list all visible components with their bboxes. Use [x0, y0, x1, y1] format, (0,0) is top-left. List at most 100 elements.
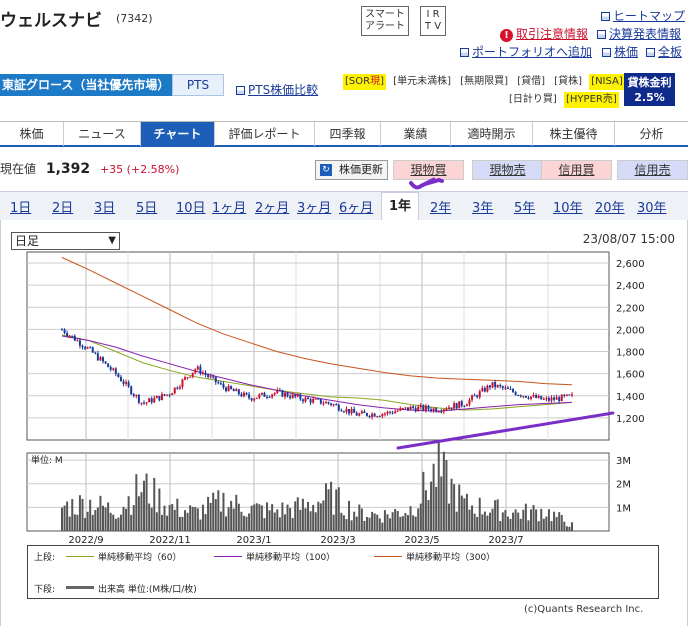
period-6m[interactable]: 6ヶ月	[339, 201, 374, 216]
candle-body	[437, 411, 440, 413]
period-5y[interactable]: 5年	[514, 201, 536, 216]
period-10y[interactable]: 10年	[553, 201, 583, 216]
candle-body	[386, 411, 389, 414]
tab-analysis[interactable]: 分析	[639, 127, 664, 141]
period-10d[interactable]: 10日	[176, 201, 206, 216]
tab-gyoseki[interactable]: 業績	[381, 122, 451, 146]
volume-bar	[337, 487, 340, 531]
candle-body	[214, 376, 217, 383]
volume-bar	[296, 497, 299, 531]
irtv-line2: T V	[424, 21, 442, 32]
tab-report[interactable]: 評価レポート	[215, 122, 315, 146]
tag-kashikabu: [貸株]	[554, 76, 582, 87]
period-2y[interactable]: 2年	[430, 201, 452, 216]
interval-select[interactable]: 日足 ▼	[11, 232, 120, 250]
candle-body	[522, 395, 525, 397]
period-2m[interactable]: 2ヶ月	[255, 201, 290, 216]
volume-bar	[153, 477, 156, 531]
volume-bar	[191, 506, 194, 531]
candle-body	[263, 392, 266, 397]
tab-chart[interactable]: チャート	[141, 122, 215, 146]
period-1y[interactable]: 1年	[381, 192, 419, 220]
candle-body	[568, 394, 571, 396]
volume-bar	[376, 514, 379, 531]
pen-mark	[409, 177, 444, 190]
candle-body	[430, 409, 433, 411]
earnings-info-link-label: 決算発表情報	[609, 27, 682, 41]
candle-body	[153, 398, 156, 403]
candle-body	[299, 394, 302, 400]
candle-body	[319, 398, 322, 404]
kabuka-link[interactable]: 株価	[602, 43, 638, 60]
candle-body	[519, 395, 522, 397]
refresh-price-button[interactable]: ↻ 株価更新	[315, 160, 388, 180]
period-2d[interactable]: 2日	[52, 201, 74, 216]
current-price-value: 1,392	[45, 161, 91, 177]
zenban-link[interactable]: 全板	[646, 43, 682, 60]
volume-bar	[442, 451, 445, 531]
volume-bar	[496, 499, 499, 531]
pts-compare-link[interactable]: PTS株価比較	[236, 81, 318, 98]
smart-alert-line2: アラート	[365, 21, 405, 32]
spot-buy-button[interactable]: 現物買	[393, 160, 464, 180]
market-tab-active[interactable]: 東証グロース（当社優先市場）	[0, 74, 172, 96]
volume-bar	[437, 441, 440, 531]
portfolio-add-link[interactable]: ポートフォリオへ追加	[460, 43, 592, 60]
heatmap-link[interactable]: ヒートマップ	[601, 7, 685, 24]
volume-bar	[412, 515, 415, 531]
tab-kabuka[interactable]: 株価	[0, 122, 64, 146]
volume-bar	[394, 508, 397, 531]
candle-body	[137, 395, 140, 403]
volume-bar	[114, 518, 117, 531]
volume-bar	[158, 488, 161, 531]
tag-odd-lot: [単元未満株]	[393, 76, 451, 87]
chart-legend: 上段: 単純移動平均（60） 単純移動平均（100） 単純移動平均（300） 下…	[27, 545, 659, 599]
volume-bar	[125, 508, 128, 531]
candle-body	[571, 394, 573, 396]
volume-bar	[553, 511, 556, 531]
volume-bar	[414, 516, 417, 531]
candle-body	[286, 392, 289, 397]
volume-bar	[560, 515, 563, 531]
volume-bar	[291, 518, 294, 531]
candle-body	[563, 394, 566, 396]
period-3d[interactable]: 3日	[94, 201, 116, 216]
candle-body	[242, 392, 245, 397]
pts-tab[interactable]: PTS	[172, 74, 224, 96]
volume-bar	[368, 517, 371, 531]
candle-body	[155, 396, 158, 399]
candle-body	[540, 395, 543, 400]
margin-buy-button[interactable]: 信用買	[541, 160, 612, 180]
candle-body	[391, 412, 394, 414]
smart-alert-button[interactable]: スマート アラート	[361, 6, 409, 36]
tab-news[interactable]: ニュース	[64, 122, 141, 146]
volume-bar	[199, 519, 202, 531]
volume-bar	[135, 474, 138, 531]
irtv-button[interactable]: I R T V	[420, 6, 446, 36]
margin-sell-button[interactable]: 信用売	[617, 160, 688, 180]
caution-info-link[interactable]: ! 取引注意情報	[500, 25, 588, 42]
earnings-info-link[interactable]: 決算発表情報	[597, 25, 681, 42]
period-1m[interactable]: 1ヶ月	[212, 201, 247, 216]
period-5d[interactable]: 5日	[136, 201, 158, 216]
volume-bar	[181, 516, 184, 531]
candle-body	[201, 372, 204, 374]
volume-bar	[404, 512, 407, 531]
spot-sell-button[interactable]: 現物売	[472, 160, 543, 180]
period-3m[interactable]: 3ヶ月	[297, 201, 332, 216]
period-30y[interactable]: 30年	[637, 201, 667, 216]
tab-disclosure[interactable]: 適時開示	[451, 122, 533, 146]
tab-yutai[interactable]: 株主優待	[533, 122, 615, 146]
candle-body	[112, 368, 115, 370]
tab-shikiho[interactable]: 四季報	[315, 122, 381, 146]
candle-body	[225, 387, 228, 392]
period-3y[interactable]: 3年	[472, 201, 494, 216]
volume-bar	[383, 510, 386, 531]
period-1d[interactable]: 1日	[10, 201, 32, 216]
volume-bar	[327, 489, 330, 531]
period-20y[interactable]: 20年	[595, 201, 625, 216]
current-price: 現在値 1,392 +35 (+2.58%)	[0, 160, 179, 177]
candle-body	[340, 410, 343, 412]
candle-body	[504, 387, 507, 389]
candle-body	[73, 335, 76, 341]
